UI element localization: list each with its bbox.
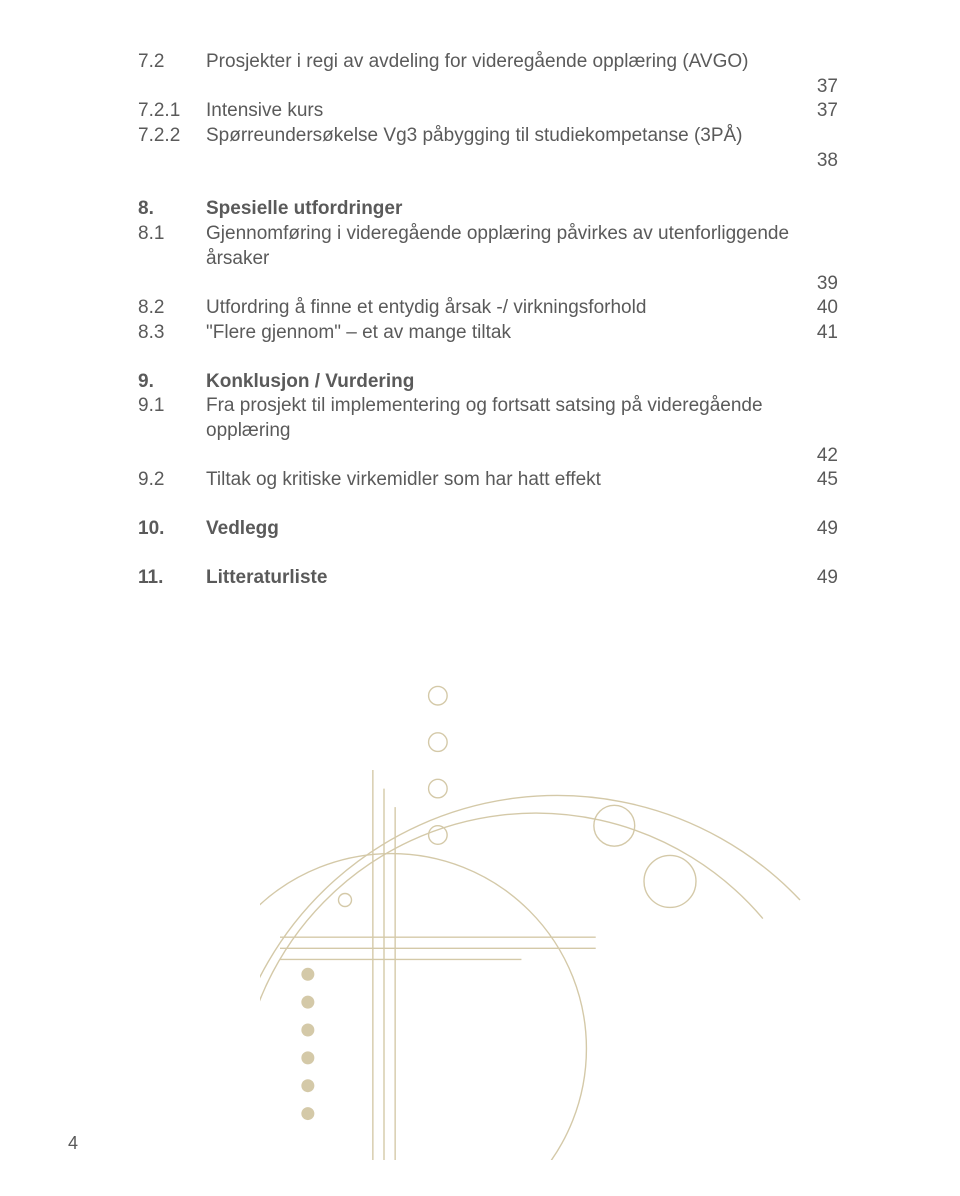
toc-num: 7.2 [138,50,206,75]
toc-row: 8. Spesielle utfordringer [138,197,838,222]
toc-num: 10. [138,517,206,542]
toc-page: 49 [790,517,838,542]
toc-num: 11. [138,566,206,591]
toc-text: Tiltak og kritiske virkemidler som har h… [206,468,790,493]
toc-text: Fra prosjekt til implementering og forts… [206,394,790,443]
toc-row: 9.1 Fra prosjekt til implementering og f… [138,394,838,443]
toc-row: 8.2 Utfordring å finne et entydig årsak … [138,296,838,321]
toc-block: 8. Spesielle utfordringer 8.1 Gjennomfør… [138,197,838,345]
decoration-graphic [260,640,820,1160]
toc-row: 11. Litteraturliste 49 [138,566,838,591]
toc-text: Utfordring å finne et entydig årsak -/ v… [206,296,790,321]
toc-text: Prosjekter i regi av avdeling for videre… [206,50,790,75]
toc-page: 40 [790,296,838,321]
toc-block: 7.2 Prosjekter i regi av avdeling for vi… [138,50,838,173]
toc-block: 9. Konklusjon / Vurdering 9.1 Fra prosje… [138,370,838,493]
toc-num: 8.2 [138,296,206,321]
toc-page: 39 [790,272,838,297]
toc-content: 7.2 Prosjekter i regi av avdeling for vi… [138,50,838,614]
toc-page: 38 [790,149,838,174]
toc-num: 9. [138,370,206,395]
toc-text: Vedlegg [206,517,790,542]
toc-row: 7.2 Prosjekter i regi av avdeling for vi… [138,50,838,75]
toc-text: Intensive kurs [206,99,790,124]
toc-block: 10. Vedlegg 49 [138,517,838,542]
toc-num: 9.1 [138,394,206,419]
toc-row: 38 [138,149,838,174]
toc-text: "Flere gjennom" – et av mange tiltak [206,321,790,346]
toc-row: 7.2.1 Intensive kurs 37 [138,99,838,124]
toc-row: 42 [138,444,838,469]
toc-num: 7.2.2 [138,124,206,149]
toc-row: 7.2.2 Spørreundersøkelse Vg3 påbygging t… [138,124,838,149]
toc-num: 8.1 [138,222,206,247]
toc-row: 9. Konklusjon / Vurdering [138,370,838,395]
toc-text: Spesielle utfordringer [206,197,790,222]
toc-text: Konklusjon / Vurdering [206,370,790,395]
toc-row: 9.2 Tiltak og kritiske virkemidler som h… [138,468,838,493]
toc-page: 41 [790,321,838,346]
toc-row: 8.3 "Flere gjennom" – et av mange tiltak… [138,321,838,346]
toc-num: 7.2.1 [138,99,206,124]
toc-page: 37 [790,75,838,100]
toc-page: 45 [790,468,838,493]
toc-row: 39 [138,272,838,297]
toc-num: 8.3 [138,321,206,346]
toc-page: 37 [790,99,838,124]
toc-num: 9.2 [138,468,206,493]
toc-num: 8. [138,197,206,222]
toc-page: 49 [790,566,838,591]
page-number: 4 [68,1133,78,1154]
toc-row: 37 [138,75,838,100]
toc-row: 10. Vedlegg 49 [138,517,838,542]
toc-text: Spørreundersøkelse Vg3 påbygging til stu… [206,124,790,149]
toc-page: 42 [790,444,838,469]
toc-text: Litteraturliste [206,566,790,591]
toc-text-line: Prosjekter i regi av avdeling for videre… [206,50,790,75]
toc-row: 8.1 Gjennomføring i videregående opplæri… [138,222,838,271]
toc-block: 11. Litteraturliste 49 [138,566,838,591]
toc-text: Gjennomføring i videregående opplæring p… [206,222,790,271]
